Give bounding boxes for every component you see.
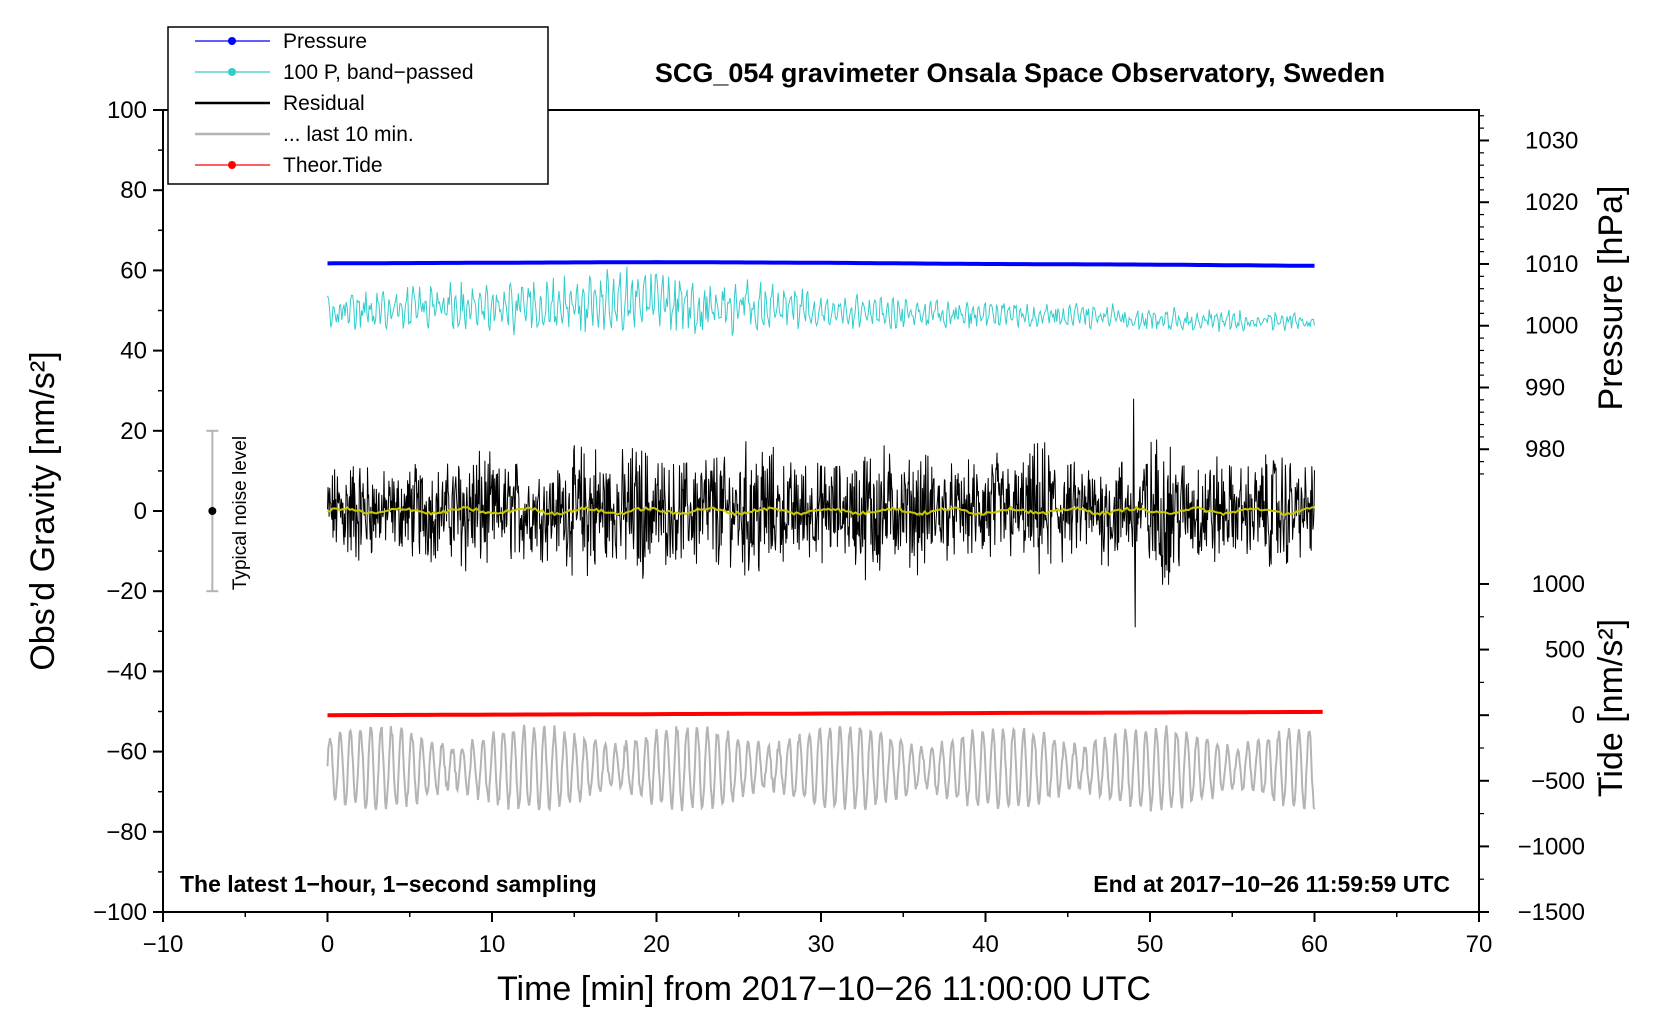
noise-level-label: Typical noise level	[230, 436, 251, 590]
noise-center-dot	[208, 507, 217, 515]
y-tick-label: −80	[106, 819, 147, 846]
pressure-tick-label: 1000	[1525, 313, 1578, 340]
y-tick-label: 40	[120, 338, 147, 365]
x-tick-label: 60	[1301, 931, 1328, 958]
chart-title: SCG_054 gravimeter Onsala Space Observat…	[655, 58, 1385, 88]
legend-marker	[228, 68, 236, 76]
legend-label: Theor.Tide	[283, 154, 383, 177]
legend-label: 100 P, band−passed	[283, 61, 474, 84]
residual-smoothed-line	[327, 505, 1315, 517]
tide-tick-label: −1500	[1518, 899, 1585, 926]
axes-layer: −10 0 10 20 30 40 50 60 70−100−80−60−40−20020406…	[93, 97, 1585, 958]
legend-label: Residual	[283, 92, 365, 115]
x-tick-label: 10	[479, 931, 506, 958]
y-tick-label: 60	[120, 257, 147, 284]
y-tick-label: 0	[134, 498, 147, 525]
pressure-tick-label: 1010	[1525, 251, 1578, 278]
tide-axis-label: Tide [nm/s²]	[1592, 619, 1630, 797]
tide-tick-label: 1000	[1532, 571, 1585, 598]
annotation-left: The latest 1−hour, 1−second sampling	[180, 871, 597, 897]
tide-tick-label: 0	[1572, 702, 1585, 729]
y-tick-label: −20	[106, 578, 147, 605]
tide-tick-label: −500	[1531, 768, 1585, 795]
y-axis-label: Obs’d Gravity [nm/s²]	[24, 351, 62, 670]
x-tick-label: 50	[1137, 931, 1164, 958]
y-tick-label: −100	[93, 899, 147, 926]
pressure-series-line	[327, 260, 1315, 268]
x-tick-label: −10	[143, 931, 184, 958]
x-tick-label: 30	[808, 931, 835, 958]
legend-label: Pressure	[283, 30, 367, 53]
y-tick-label: 80	[120, 177, 147, 204]
x-tick-label: 20	[643, 931, 670, 958]
tide-tick-label: 500	[1545, 637, 1585, 664]
y-tick-label: −60	[106, 739, 147, 766]
x-tick-label: 40	[972, 931, 999, 958]
pressure-tick-label: 980	[1525, 436, 1565, 463]
pressure-tick-label: 1020	[1525, 189, 1578, 216]
y-tick-label: −40	[106, 658, 147, 685]
x-tick-label: 70	[1466, 931, 1493, 958]
x-axis-label: Time [min] from 2017−10−26 11:00:00 UTC	[497, 970, 1151, 1008]
pressure-tick-label: 1030	[1525, 127, 1578, 154]
pressure-axis-label: Pressure [hPa]	[1592, 186, 1630, 411]
legend: Pressure 100 P, band−passed Residual ... la…	[167, 26, 549, 185]
x-tick-label: 0	[321, 931, 334, 958]
noise-level-indicator	[206, 429, 219, 593]
pressure-bandpassed-line	[327, 266, 1315, 336]
y-tick-label: 100	[107, 97, 147, 124]
legend-label: ... last 10 min.	[283, 123, 414, 146]
plot-data-layer	[326, 260, 1316, 812]
legend-marker	[228, 161, 236, 169]
pressure-tick-label: 990	[1525, 374, 1565, 401]
last-10-min-line	[326, 724, 1316, 812]
legend-marker	[228, 37, 236, 45]
residual-series-line	[327, 398, 1315, 628]
tide-series-line	[327, 709, 1323, 718]
tide-layer	[327, 709, 1323, 718]
annotation-right: End at 2017−10−26 11:59:59 UTC	[1093, 871, 1450, 897]
y-tick-label: 20	[120, 418, 147, 445]
tide-tick-label: −1000	[1518, 833, 1585, 860]
legend-box	[167, 26, 549, 185]
